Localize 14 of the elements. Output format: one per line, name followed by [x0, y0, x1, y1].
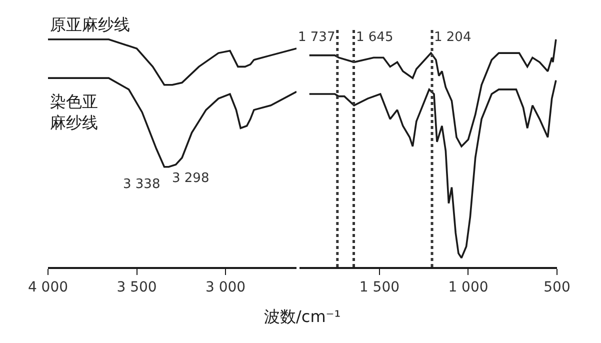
x-tick-label: 1 000 [448, 280, 488, 296]
annotation: 3 298 [172, 171, 210, 186]
x-tick-label: 4 000 [28, 280, 68, 296]
x-tick-label: 1 500 [359, 280, 400, 296]
ref-line-label: 1 645 [356, 30, 394, 45]
x-axis-title: 波数/cm⁻¹ [264, 307, 341, 326]
series-label: 原亚麻纱线 [50, 15, 130, 34]
ref-line-label: 1 737 [298, 30, 336, 45]
x-tick-label: 3 500 [116, 280, 157, 296]
annotation: 3 338 [123, 177, 160, 192]
series-label: 染色亚麻纱线 [50, 92, 98, 132]
ref-line-label: 1 204 [434, 30, 472, 45]
x-tick-label: 500 [544, 280, 570, 296]
x-tick-label: 3 000 [205, 280, 246, 296]
